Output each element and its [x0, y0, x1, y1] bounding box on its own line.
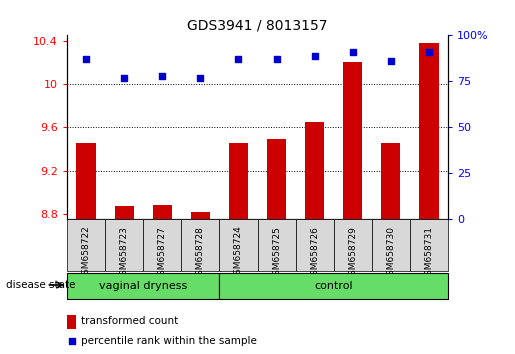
Point — [120, 75, 128, 81]
FancyBboxPatch shape — [334, 219, 372, 271]
Bar — [419, 43, 439, 219]
Text: GSM658726: GSM658726 — [310, 225, 319, 280]
Point — [349, 49, 357, 55]
Bar — [382, 143, 401, 219]
Bar — [344, 62, 363, 219]
Bar — [229, 143, 248, 219]
Bar — [305, 122, 324, 219]
Text: GSM658731: GSM658731 — [424, 225, 434, 281]
Text: percentile rank within the sample: percentile rank within the sample — [81, 336, 258, 346]
Text: transformed count: transformed count — [81, 316, 179, 326]
Point — [272, 57, 281, 62]
Point — [387, 58, 395, 64]
Text: GSM658722: GSM658722 — [81, 225, 91, 280]
Bar — [267, 139, 286, 219]
Text: vaginal dryness: vaginal dryness — [99, 281, 187, 291]
FancyBboxPatch shape — [219, 273, 448, 299]
FancyBboxPatch shape — [67, 273, 219, 299]
Bar — [153, 205, 172, 219]
Text: GSM658730: GSM658730 — [386, 225, 396, 281]
Text: GSM658723: GSM658723 — [119, 225, 129, 280]
Point — [158, 73, 166, 79]
Bar — [76, 143, 96, 219]
Text: GSM658729: GSM658729 — [348, 225, 357, 280]
Point — [425, 49, 433, 55]
Text: GSM658725: GSM658725 — [272, 225, 281, 280]
Bar — [191, 212, 210, 219]
Point — [298, 268, 306, 274]
Bar — [114, 206, 134, 219]
Point — [82, 57, 90, 62]
FancyBboxPatch shape — [296, 219, 334, 271]
Point — [311, 53, 319, 58]
FancyBboxPatch shape — [258, 219, 296, 271]
FancyBboxPatch shape — [67, 219, 105, 271]
Point — [196, 75, 204, 81]
FancyBboxPatch shape — [410, 219, 448, 271]
Text: GSM658727: GSM658727 — [158, 225, 167, 280]
Point — [234, 57, 243, 62]
Text: GSM658724: GSM658724 — [234, 225, 243, 280]
Text: GSM658728: GSM658728 — [196, 225, 205, 280]
Title: GDS3941 / 8013157: GDS3941 / 8013157 — [187, 19, 328, 33]
Text: control: control — [314, 281, 353, 291]
Bar — [67, 315, 76, 329]
FancyBboxPatch shape — [219, 219, 258, 271]
Text: disease state: disease state — [6, 280, 76, 290]
FancyBboxPatch shape — [181, 219, 219, 271]
FancyBboxPatch shape — [143, 219, 181, 271]
FancyBboxPatch shape — [105, 219, 143, 271]
FancyBboxPatch shape — [372, 219, 410, 271]
